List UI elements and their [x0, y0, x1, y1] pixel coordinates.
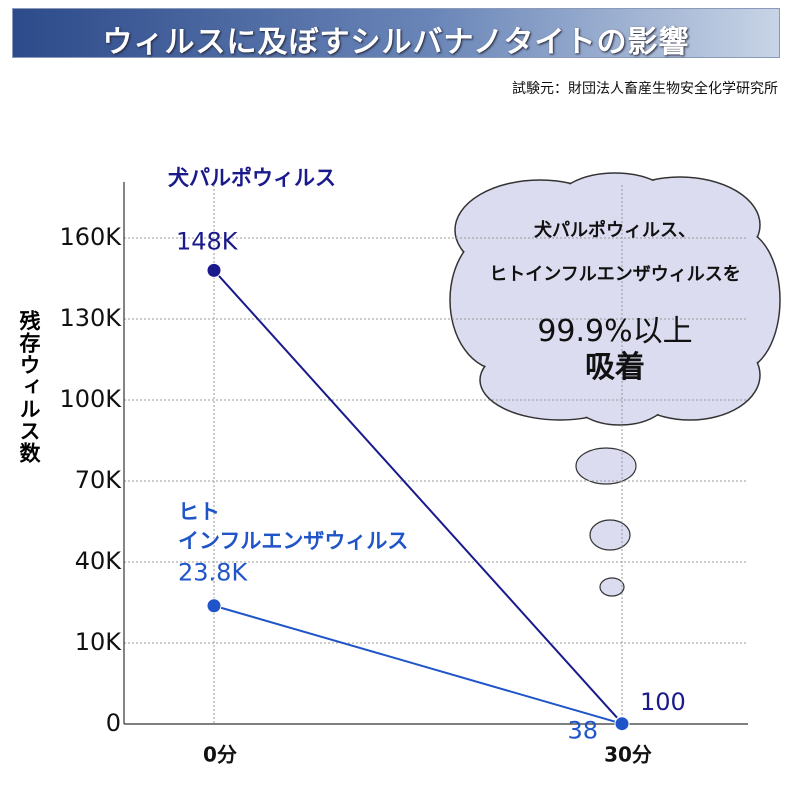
thought-bubbles: [575, 447, 637, 597]
x-tick-label: 30分: [604, 743, 652, 767]
series-line: [213, 269, 623, 724]
data-label: 100: [640, 688, 686, 716]
series-label: 犬パルポウィルス: [168, 166, 336, 190]
y-tick-label: 160K: [59, 223, 122, 251]
series-line: [213, 604, 623, 725]
y-tick-label: 40K: [75, 547, 123, 575]
annotation: ヒトインフルエンザウィルスを: [489, 264, 741, 285]
annotation: 犬パルポウィルス、: [534, 220, 696, 241]
cloud-fill: [451, 174, 779, 424]
data-label: 148K: [176, 227, 239, 255]
y-tick-label: 10K: [75, 628, 123, 656]
data-point: [614, 716, 630, 732]
series-label: ヒト インフルエンザウィルス: [178, 500, 409, 553]
data-label: 23.8K: [178, 559, 248, 587]
y-tick-label: 130K: [59, 304, 122, 332]
x-tick-label: 0分: [203, 743, 237, 767]
annotation: 99.9%以上: [537, 314, 693, 349]
data-label: 38: [567, 717, 598, 745]
y-tick-label: 70K: [75, 466, 123, 494]
y-tick-label: 100K: [59, 385, 122, 413]
data-point: [206, 262, 222, 278]
chart-title: ウィルスに及ぼすシルバナノタイトの影響: [102, 25, 690, 60]
data-point: [206, 598, 222, 614]
annotation: 吸着: [585, 350, 645, 385]
source-note: 試験元：財団法人畜産生物安全化学研究所: [512, 81, 778, 97]
y-tick-label: 0: [106, 709, 121, 737]
title-banner: ウィルスに及ぼすシルバナノタイトの影響: [12, 8, 780, 60]
y-axis-label: 残存ウィルス数: [17, 310, 41, 464]
